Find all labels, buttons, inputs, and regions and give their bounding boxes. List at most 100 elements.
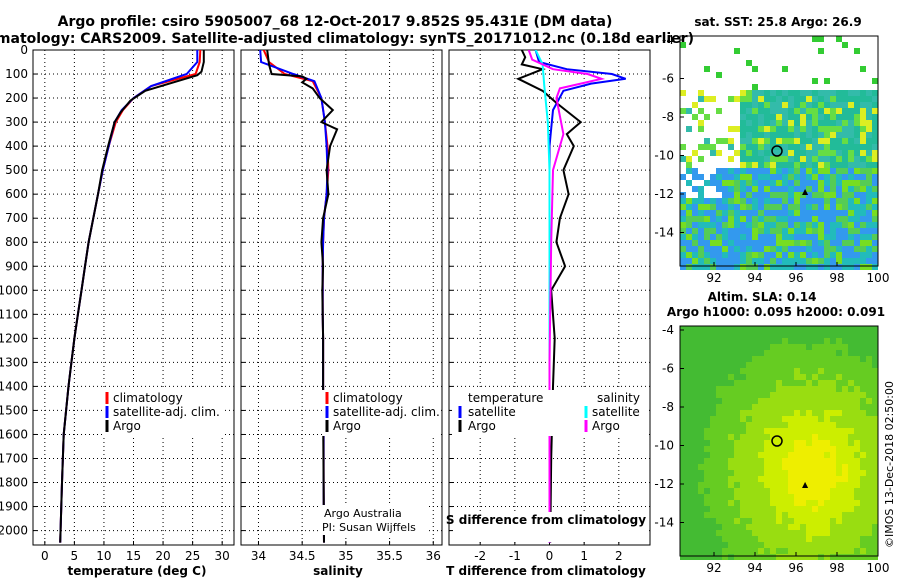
map-cell [710,96,716,102]
map-cell [866,506,872,512]
map-cell [746,410,752,416]
map-cell [740,180,746,186]
map-cell [764,192,770,198]
map-cell [794,144,800,150]
map-cell [788,326,794,332]
map-cell [776,150,782,156]
map-cell [824,114,830,120]
map-cell [728,204,734,210]
map-cell [800,488,806,494]
map-cell [734,386,740,392]
map-cell [728,332,734,338]
map-cell [830,132,836,138]
map-cell [764,482,770,488]
map-cell [752,246,758,252]
map-cell [728,470,734,476]
map-cell [752,114,758,120]
map-cell [848,548,854,554]
map-cell [800,536,806,542]
map-cell [860,174,866,180]
map-cell [800,392,806,398]
map-cell [848,234,854,240]
map-cell [728,174,734,180]
map-cell [704,228,710,234]
map-cell [800,422,806,428]
map-cell [872,380,878,386]
map-cell [692,114,698,120]
map-cell [740,488,746,494]
map-cell [806,150,812,156]
map-cell [752,144,758,150]
map-cell [716,150,722,156]
map-cell [770,96,776,102]
map-cell [812,452,818,458]
map-cell [872,126,878,132]
map-cell [692,476,698,482]
map-cell [800,138,806,144]
map-cell [782,126,788,132]
map-cell [728,488,734,494]
map-cell [818,326,824,332]
map-cell [788,488,794,494]
map-cell [722,458,728,464]
map-cell [716,452,722,458]
map-cell [824,326,830,332]
map-cell [860,234,866,240]
map-cell [848,162,854,168]
map-cell [776,240,782,246]
map-cell [770,506,776,512]
y-tick-label: 200 [5,91,28,105]
map-cell [848,126,854,132]
map-cell [740,258,746,264]
map-cell [710,422,716,428]
map-cell [782,434,788,440]
map-cell [830,156,836,162]
map-cell [854,126,860,132]
map-cell [680,398,686,404]
map-cell [722,332,728,338]
map-cell [788,392,794,398]
map-cell [746,446,752,452]
x-tick-label: -2 [474,549,486,563]
map-cell [722,204,728,210]
map-cell [854,326,860,332]
map-cell [752,192,758,198]
map-cell [698,108,704,114]
map-cell [800,258,806,264]
map-cell [854,392,860,398]
map-cell [728,180,734,186]
map-cell [842,518,848,524]
map-cell [680,536,686,542]
map-cell [860,138,866,144]
map-cell [812,404,818,410]
map-cell [836,392,842,398]
map-cell [872,240,878,246]
map-cell [836,96,842,102]
map-cell [818,338,824,344]
map-cell [698,204,704,210]
sla-map-cells [680,326,878,560]
map-cell [842,506,848,512]
map-cell [764,368,770,374]
map-cell [824,90,830,96]
map-cell [782,186,788,192]
map-cell [770,162,776,168]
map-cell [848,90,854,96]
map-cell [800,204,806,210]
map-cell [794,536,800,542]
map-cell [836,90,842,96]
map-cell [686,458,692,464]
map-cell [776,476,782,482]
map-cell [848,96,854,102]
map-cell [854,350,860,356]
map-cell [758,488,764,494]
map-cell [782,494,788,500]
map-cell [806,228,812,234]
map-cell [722,362,728,368]
map-cell [764,542,770,548]
map-cell [704,326,710,332]
map-cell [830,144,836,150]
map-cell [758,138,764,144]
map-cell [722,494,728,500]
map-cell [686,554,692,560]
